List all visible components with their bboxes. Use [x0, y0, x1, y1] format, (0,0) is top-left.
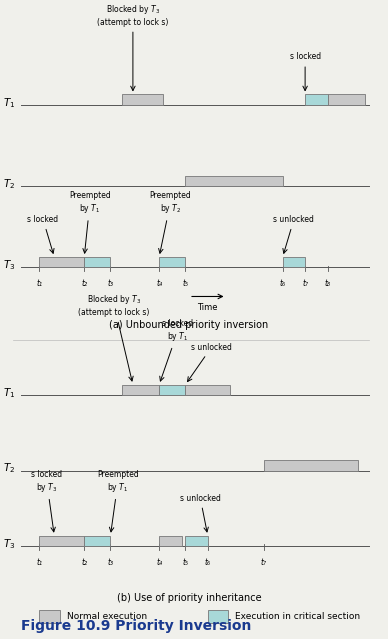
Bar: [185, 535, 208, 546]
Bar: [122, 385, 159, 395]
Text: $T_3$: $T_3$: [3, 258, 15, 272]
Text: s locked: s locked: [28, 215, 59, 253]
Text: t₅: t₅: [182, 558, 188, 567]
Text: (b) Use of priority inheritance: (b) Use of priority inheritance: [117, 592, 262, 603]
Text: Preempted
by $T_2$: Preempted by $T_2$: [149, 192, 191, 253]
Bar: [185, 385, 230, 395]
Bar: [185, 176, 282, 186]
Bar: [84, 535, 111, 546]
Text: Normal execution: Normal execution: [67, 612, 147, 621]
Bar: [122, 95, 163, 105]
Bar: [39, 610, 60, 623]
Bar: [282, 257, 305, 268]
Bar: [84, 257, 111, 268]
Text: t₈: t₈: [325, 279, 331, 288]
Text: $T_1$: $T_1$: [3, 96, 15, 110]
Text: (a) Unbounded priority inversion: (a) Unbounded priority inversion: [109, 320, 268, 330]
Text: t₂: t₂: [81, 558, 87, 567]
Text: $T_2$: $T_2$: [3, 461, 15, 475]
Text: $T_3$: $T_3$: [3, 537, 15, 551]
Text: t₁: t₁: [36, 558, 42, 567]
Text: Blocked by $T_3$
(attempt to lock s): Blocked by $T_3$ (attempt to lock s): [78, 293, 150, 381]
Text: Preempted
by $T_1$: Preempted by $T_1$: [97, 470, 139, 532]
Bar: [159, 535, 182, 546]
Text: Figure 10.9 Priority Inversion: Figure 10.9 Priority Inversion: [21, 619, 251, 633]
Text: Time: Time: [197, 304, 218, 312]
Bar: [264, 460, 357, 471]
Bar: [208, 610, 229, 623]
Text: $T_1$: $T_1$: [3, 386, 15, 400]
Text: t₅: t₅: [182, 279, 188, 288]
Text: t₆: t₆: [205, 558, 211, 567]
Bar: [39, 257, 84, 268]
Text: t₁: t₁: [36, 279, 42, 288]
Text: s locked
by $T_3$: s locked by $T_3$: [31, 470, 62, 532]
Text: Execution in critical section: Execution in critical section: [235, 612, 360, 621]
Text: t₃: t₃: [107, 558, 113, 567]
Text: t₇: t₇: [261, 558, 267, 567]
Bar: [39, 535, 84, 546]
Bar: [327, 95, 365, 105]
Bar: [159, 257, 185, 268]
Text: s locked
by $T_1$: s locked by $T_1$: [160, 319, 193, 381]
Text: Blocked by $T_3$
(attempt to lock s): Blocked by $T_3$ (attempt to lock s): [97, 3, 169, 91]
Text: s unlocked: s unlocked: [187, 343, 232, 381]
Text: t₇: t₇: [302, 279, 308, 288]
Text: $T_2$: $T_2$: [3, 177, 15, 191]
Text: t₂: t₂: [81, 279, 87, 288]
Text: t₄: t₄: [156, 279, 162, 288]
Text: s unlocked: s unlocked: [274, 215, 314, 253]
Text: t₆: t₆: [280, 279, 286, 288]
Text: t₃: t₃: [107, 279, 113, 288]
Text: Preempted
by $T_1$: Preempted by $T_1$: [69, 192, 111, 253]
Bar: [305, 95, 327, 105]
Text: s unlocked: s unlocked: [180, 493, 221, 532]
Text: t₄: t₄: [156, 558, 162, 567]
Bar: [159, 385, 185, 395]
Text: s locked: s locked: [289, 52, 320, 91]
